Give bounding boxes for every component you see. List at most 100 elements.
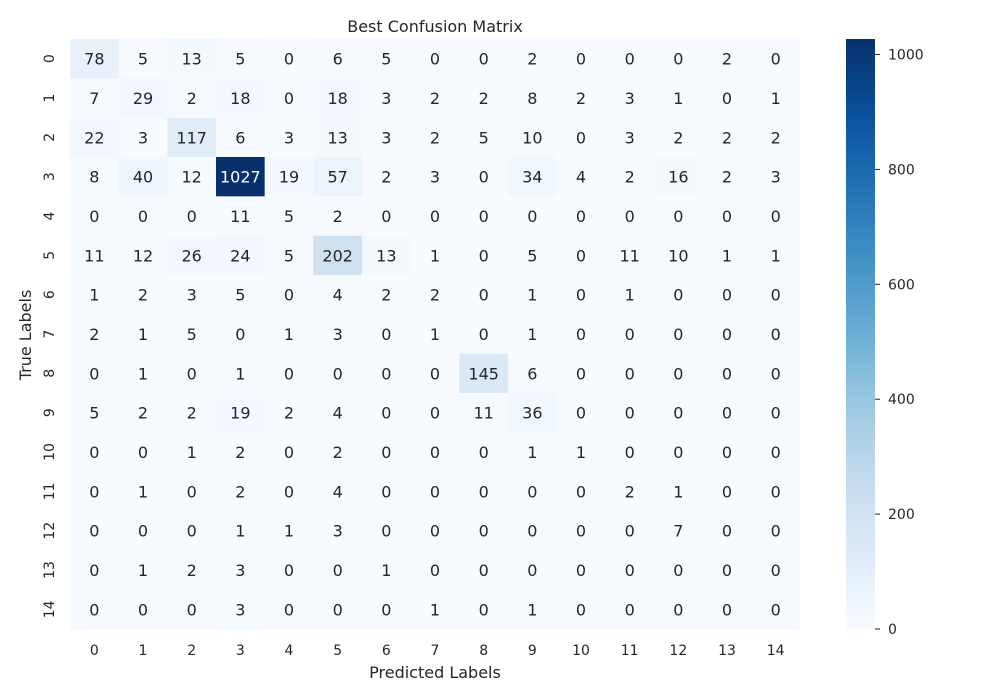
- heatmap-cell: [702, 235, 752, 276]
- cell-value-label: 7: [673, 522, 683, 541]
- cell-value-label: 0: [187, 600, 197, 619]
- heatmap-cell: [216, 353, 266, 394]
- cell-value-label: 11: [84, 246, 104, 265]
- heatmap-cell: [167, 393, 217, 433]
- heatmap-cell: [70, 550, 120, 591]
- heatmap-cell: [459, 511, 509, 551]
- cell-value-label: 0: [527, 522, 537, 541]
- heatmap-cell: [410, 511, 460, 551]
- heatmap-cell: [751, 275, 801, 315]
- cell-value-label: 18: [327, 89, 347, 108]
- cell-value-label: 0: [576, 522, 586, 541]
- cell-value-label: 0: [576, 600, 586, 619]
- cell-value-label: 5: [284, 207, 294, 226]
- cell-value-label: 0: [430, 404, 440, 423]
- cell-value-label: 1027: [220, 168, 261, 187]
- cell-value-label: 3: [625, 128, 635, 147]
- heatmap-cell: [313, 353, 363, 394]
- heatmap-cell: [410, 589, 460, 630]
- cell-value-label: 0: [138, 600, 148, 619]
- heatmap-cell: [508, 589, 558, 630]
- heatmap-cell: [702, 471, 752, 512]
- y-axis-label: True Labels: [16, 290, 35, 382]
- cell-value-label: 0: [381, 364, 391, 383]
- cell-value-label: 13: [327, 128, 347, 147]
- cell-value-label: 1: [576, 443, 586, 462]
- heatmap-cell: [216, 196, 266, 237]
- cell-value-label: 0: [527, 207, 537, 226]
- cell-value-label: 3: [333, 325, 343, 344]
- heatmap-cell: [70, 471, 120, 512]
- heatmap-cell: [70, 353, 120, 394]
- cell-value-label: 6: [527, 364, 537, 383]
- heatmap-cell: [654, 550, 704, 591]
- cell-value-label: 0: [187, 364, 197, 383]
- cell-value-label: 0: [771, 482, 781, 501]
- heatmap-cell: [751, 471, 801, 512]
- heatmap-cell: [751, 432, 801, 473]
- cell-value-label: 13: [181, 50, 201, 69]
- cell-value-label: 18: [230, 89, 250, 108]
- cell-value-label: 2: [284, 404, 294, 423]
- heatmap-cell: [654, 78, 704, 119]
- cell-value-label: 0: [722, 443, 732, 462]
- cell-value-label: 0: [576, 128, 586, 147]
- cell-value-label: 3: [333, 522, 343, 541]
- cell-value-label: 1: [235, 522, 245, 541]
- heatmap-cell: [410, 157, 460, 197]
- cell-value-label: 0: [576, 50, 586, 69]
- heatmap-cell: [702, 78, 752, 119]
- cell-value-label: 2: [235, 482, 245, 501]
- cell-value-label: 2: [430, 128, 440, 147]
- x-tick-label: 6: [382, 643, 391, 659]
- cell-value-label: 3: [771, 168, 781, 187]
- heatmap-cell: [459, 78, 509, 119]
- cell-value-label: 0: [625, 325, 635, 344]
- cell-value-label: 0: [576, 364, 586, 383]
- y-tick-label: 7: [42, 330, 58, 339]
- heatmap-cell: [362, 393, 412, 433]
- heatmap-cell: [654, 511, 704, 551]
- heatmap-cell: [459, 432, 509, 473]
- heatmap-cell: [459, 314, 509, 355]
- y-tick-label: 3: [42, 172, 58, 181]
- cell-value-label: 0: [333, 600, 343, 619]
- cell-value-label: 11: [619, 246, 639, 265]
- cell-value-label: 3: [284, 128, 294, 147]
- y-tick-label: 6: [42, 290, 58, 299]
- x-tick-label: 14: [767, 643, 785, 659]
- heatmap-cell: [605, 235, 655, 276]
- x-tick-label: 1: [139, 643, 148, 659]
- cell-value-label: 1: [673, 89, 683, 108]
- heatmap-cell: [167, 275, 217, 315]
- cell-value-label: 2: [576, 89, 586, 108]
- colorbar: [846, 39, 875, 629]
- cell-value-label: 40: [133, 168, 153, 187]
- cell-value-label: 0: [235, 325, 245, 344]
- cell-value-label: 0: [625, 443, 635, 462]
- colorbar-tick-label: 0: [888, 622, 897, 638]
- cell-value-label: 0: [722, 89, 732, 108]
- cell-value-label: 0: [625, 561, 635, 580]
- cell-value-label: 1: [771, 246, 781, 265]
- heatmap-cell: [216, 589, 266, 630]
- heatmap-cell: [508, 117, 558, 158]
- heatmap-cell: [410, 196, 460, 237]
- heatmap-cell: [410, 78, 460, 119]
- heatmap-cell: [556, 157, 606, 197]
- heatmap-cell: [216, 393, 266, 433]
- cell-value-label: 0: [430, 50, 440, 69]
- cell-value-label: 0: [722, 364, 732, 383]
- cell-value-label: 3: [187, 286, 197, 305]
- cell-value-label: 2: [673, 128, 683, 147]
- cell-value-label: 10: [668, 246, 688, 265]
- cell-value-label: 5: [138, 50, 148, 69]
- cell-value-label: 0: [625, 50, 635, 69]
- cell-value-label: 7: [89, 89, 99, 108]
- y-tick-label: 12: [42, 522, 58, 540]
- heatmap-cell: [605, 471, 655, 512]
- heatmap-cell: [751, 117, 801, 158]
- heatmap-cell: [167, 117, 217, 158]
- cell-value-label: 3: [235, 600, 245, 619]
- heatmap-cell: [508, 235, 558, 276]
